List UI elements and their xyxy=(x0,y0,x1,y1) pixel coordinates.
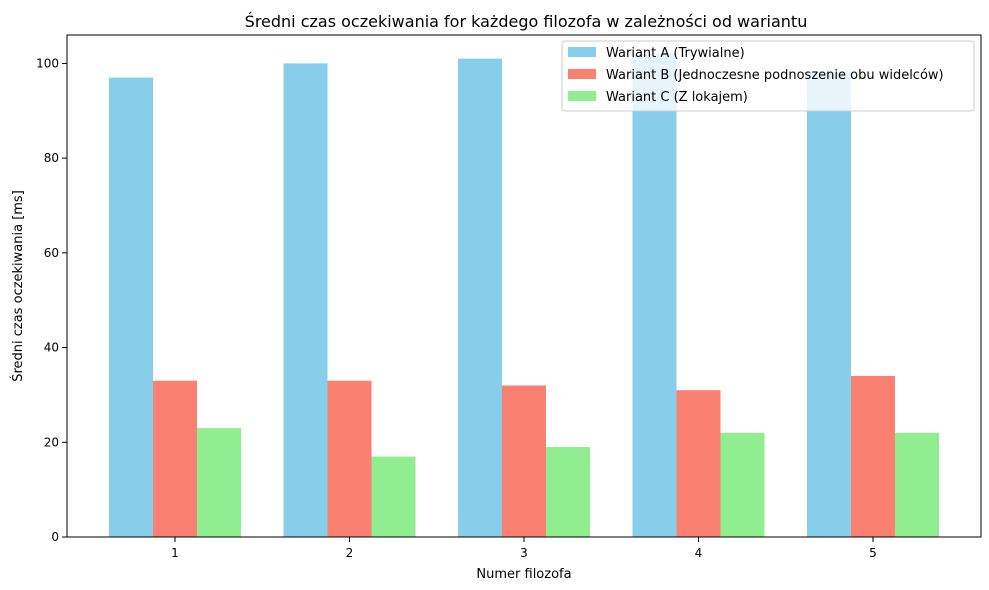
legend-box xyxy=(561,40,975,112)
bar-series-3-philosopher-5 xyxy=(895,432,939,537)
bar-series-3-philosopher-3 xyxy=(546,447,590,537)
legend-swatch-2 xyxy=(568,69,596,79)
x-tick-label: 2 xyxy=(346,546,354,560)
bar-series-3-philosopher-4 xyxy=(720,432,765,537)
y-axis: 0 20 40 60 80 100 xyxy=(36,56,67,544)
legend-label-3: Wariant C (Z lokajem) xyxy=(606,90,748,105)
bar-series-3-philosopher-2 xyxy=(371,456,416,537)
bar-series-2-philosopher-3 xyxy=(502,385,546,537)
chart-title: Średni czas oczekiwania for każdego filo… xyxy=(245,12,808,31)
bar-series-1-philosopher-5 xyxy=(807,72,851,538)
bar-series-2-philosopher-1 xyxy=(153,380,197,537)
legend-swatch-3 xyxy=(568,91,596,101)
x-tick-label: 3 xyxy=(520,546,528,560)
y-tick-label: 80 xyxy=(44,151,59,165)
x-axis: 1 2 3 4 5 xyxy=(171,537,877,560)
x-tick-label: 1 xyxy=(171,546,179,560)
y-tick-label: 20 xyxy=(44,435,59,449)
legend-swatch-1 xyxy=(568,47,596,57)
x-tick-label: 4 xyxy=(695,546,703,560)
legend: Wariant A (Trywialne) Wariant B (Jednocze… xyxy=(561,40,975,112)
bar-series-1-philosopher-3 xyxy=(458,58,502,537)
bar-series-1-philosopher-2 xyxy=(283,63,328,537)
y-tick-label: 0 xyxy=(51,530,59,544)
bar-series-1-philosopher-4 xyxy=(632,53,677,538)
bar-series-1-philosopher-1 xyxy=(109,77,153,537)
y-tick-label: 40 xyxy=(44,341,59,355)
legend-label-2: Wariant B (Jednoczesne podnoszenie obu w… xyxy=(606,68,944,83)
bar-series-2-philosopher-4 xyxy=(676,390,721,537)
bar-series-3-philosopher-1 xyxy=(197,428,241,537)
x-axis-label: Numer filozofa xyxy=(476,567,571,582)
y-axis-label: Średni czas oczekiwania [ms] xyxy=(10,190,26,382)
y-tick-label: 100 xyxy=(36,56,59,70)
x-tick-label: 5 xyxy=(869,546,877,560)
legend-label-1: Wariant A (Trywialne) xyxy=(606,46,745,61)
bar-series-2-philosopher-2 xyxy=(327,380,372,537)
bar-series-2-philosopher-5 xyxy=(851,375,895,537)
y-tick-label: 60 xyxy=(44,246,59,260)
bars-layer xyxy=(109,53,939,538)
